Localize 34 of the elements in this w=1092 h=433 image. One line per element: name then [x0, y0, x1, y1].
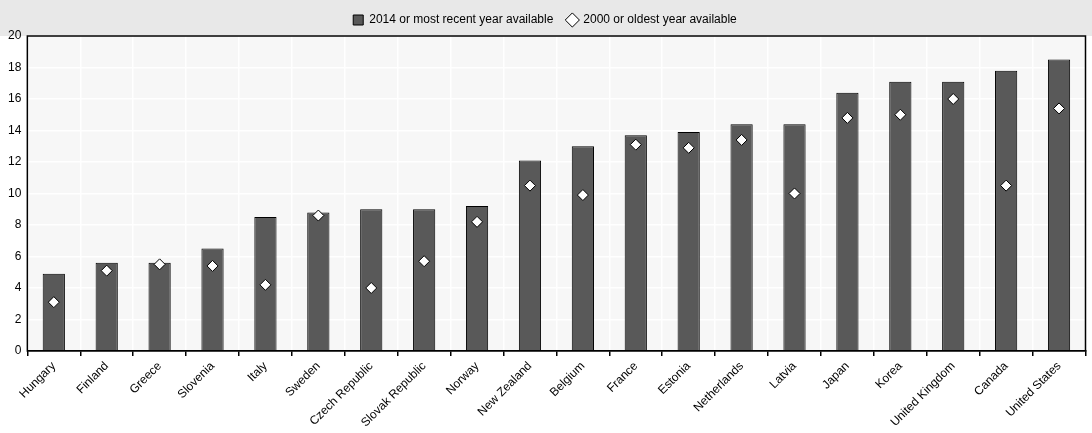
point: [788, 187, 801, 200]
x-tick-label: Italy: [244, 358, 270, 385]
y-tick-label: 4: [14, 280, 22, 295]
point: [418, 255, 431, 268]
point: [259, 278, 272, 291]
point: [206, 259, 219, 272]
legend-label: 2000 or oldest year available: [583, 12, 738, 27]
y-tick-label: 6: [14, 248, 22, 263]
point: [153, 258, 166, 271]
point: [841, 111, 854, 124]
point: [682, 141, 695, 154]
legend-label: 2014 or most recent year available: [369, 12, 554, 27]
point: [365, 281, 378, 294]
y-tick-label: 16: [7, 91, 22, 106]
point: [1000, 179, 1013, 192]
point: [523, 179, 536, 192]
y-tick-label: 18: [7, 59, 22, 74]
point: [100, 264, 113, 277]
y-tick-label: 12: [7, 154, 22, 169]
point: [947, 93, 960, 105]
point: [471, 215, 484, 228]
point: [735, 133, 748, 146]
point: [47, 296, 60, 309]
point: [576, 189, 589, 202]
y-tick-label: 0: [14, 343, 22, 358]
y-tick-label: 20: [7, 28, 22, 43]
point: [629, 138, 642, 151]
y-tick-label: 14: [7, 122, 22, 137]
y-tick-label: 10: [7, 185, 22, 200]
point: [1053, 102, 1066, 115]
point: [312, 209, 325, 222]
point: [894, 108, 907, 121]
y-tick-label: 8: [14, 217, 22, 232]
y-tick-label: 2: [14, 311, 22, 326]
